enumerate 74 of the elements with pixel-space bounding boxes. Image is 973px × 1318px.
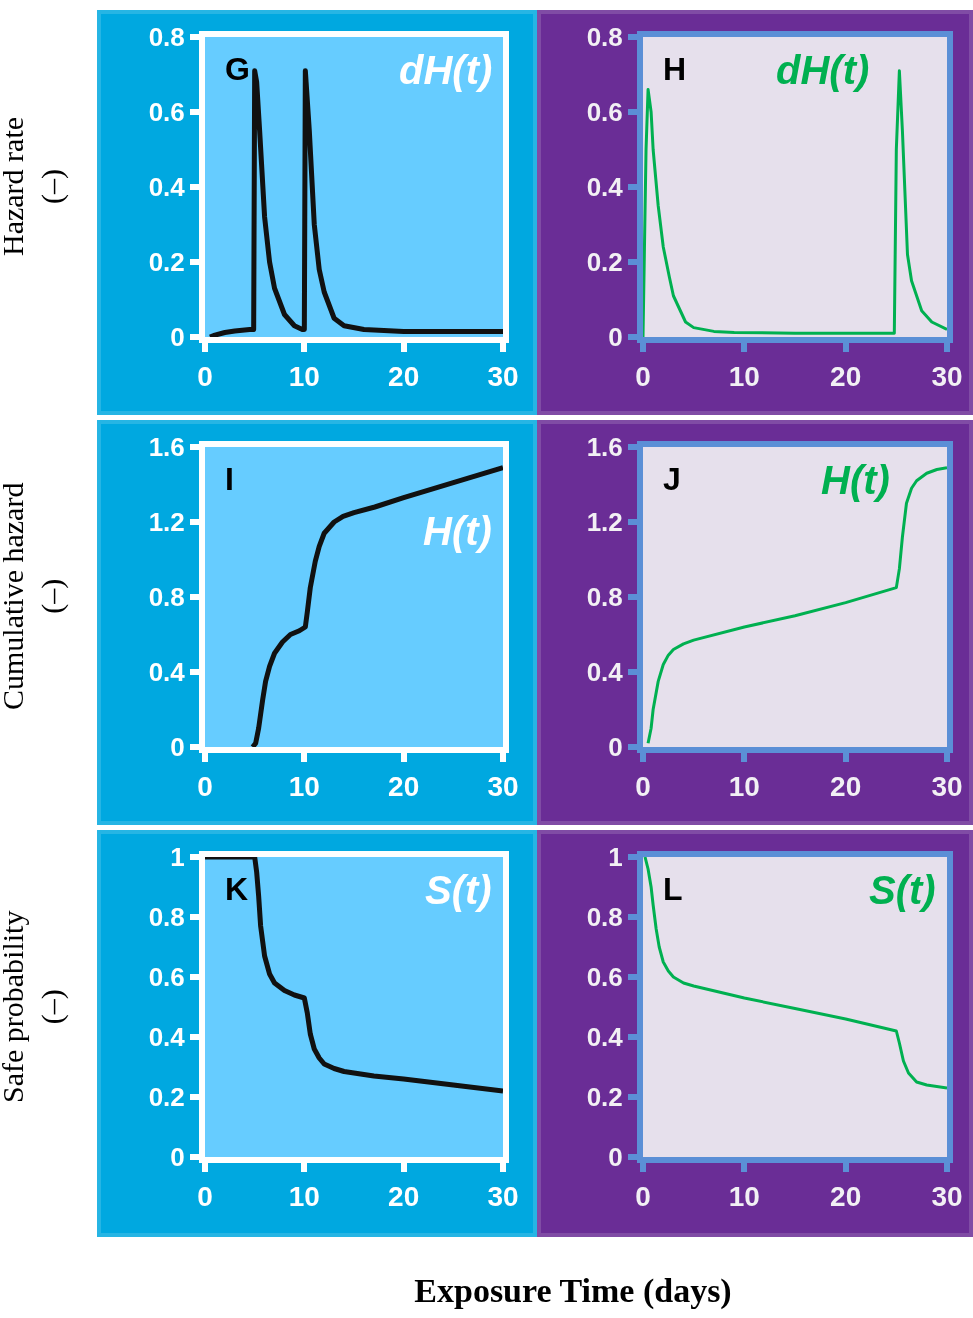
y-tick-label: 0.6: [148, 962, 185, 993]
x-tick-label: 10: [288, 1180, 320, 1212]
chart-title: G: [225, 51, 250, 87]
y-tick-label: 0.8: [586, 22, 623, 53]
x-tick-label: 0: [197, 1180, 213, 1212]
x-tick-label: 10: [728, 1180, 760, 1212]
y-tick-label: 1.6: [148, 432, 185, 463]
x-tick-label: 20: [388, 1180, 420, 1212]
annotation: dH(t): [399, 48, 493, 92]
y-tick-label: 0.4: [148, 172, 186, 203]
x-tick-label: 10: [288, 360, 320, 392]
x-tick-label: 20: [830, 1180, 862, 1212]
y-axis-title: Safe probability (–): [0, 910, 69, 1103]
x-tick-label: 0: [197, 360, 213, 392]
chart-title: I: [225, 461, 234, 497]
y-tick-label: 0.4: [586, 1022, 624, 1053]
y-tick-label: 0.6: [586, 97, 623, 128]
x-tick-label: 30: [487, 770, 519, 802]
annotation: H(t): [821, 458, 890, 502]
chart-title: H: [663, 51, 687, 87]
y-tick-label: 0.8: [148, 582, 185, 613]
y-tick-label: 0.4: [148, 1022, 186, 1053]
annotation: dH(t): [776, 48, 870, 92]
y-tick-label: 0: [170, 322, 185, 353]
annotation: S(t): [869, 868, 936, 912]
y-tick-label: 1.2: [148, 507, 185, 538]
y-tick-label: 0.8: [148, 22, 185, 53]
x-tick-label: 30: [931, 360, 963, 392]
y-tick-label: 0.6: [586, 962, 623, 993]
x-tick-label: 0: [197, 770, 213, 802]
y-tick-label: 0.4: [148, 657, 186, 688]
x-tick-label: 20: [830, 360, 862, 392]
x-tick-label: 30: [931, 1180, 963, 1212]
annotation: S(t): [425, 868, 492, 912]
y-tick-label: 0: [170, 1142, 185, 1173]
y-axis-title: Cumulative hazard (–): [0, 482, 69, 710]
x-tick-label: 30: [487, 360, 519, 392]
x-tick-label: 0: [635, 770, 651, 802]
line-series: [643, 857, 947, 1090]
x-tick-label: 10: [728, 770, 760, 802]
y-tick-label: 1: [170, 842, 185, 873]
y-tick-label: 0: [608, 322, 623, 353]
x-tick-label: 20: [388, 360, 420, 392]
x-tick-label: 30: [487, 1180, 519, 1212]
chart-title: J: [663, 461, 681, 497]
y-tick-label: 0.2: [586, 247, 623, 278]
x-tick-label: 10: [288, 770, 320, 802]
y-tick-label: 0.4: [586, 657, 624, 688]
y-tick-label: 0.8: [586, 582, 623, 613]
y-tick-label: 0.6: [148, 97, 185, 128]
y-tick-label: 0.8: [148, 902, 185, 933]
line-series: [646, 466, 947, 745]
y-tick-label: 1.6: [586, 432, 623, 463]
x-axis-title: Exposure Time (days): [413, 1272, 733, 1310]
x-tick-label: 10: [728, 360, 760, 392]
y-tick-label: 0.2: [586, 1082, 623, 1113]
y-axis-title: Hazard rate (–): [0, 116, 69, 256]
y-tick-label: 0.8: [586, 902, 623, 933]
x-tick-label: 20: [830, 770, 862, 802]
y-tick-label: 1: [608, 842, 623, 873]
chart-title: L: [663, 871, 683, 907]
x-tick-label: 20: [388, 770, 420, 802]
y-tick-label: 0.4: [586, 172, 624, 203]
y-tick-label: 1.2: [586, 507, 623, 538]
chart-title: K: [225, 871, 249, 907]
x-tick-label: 0: [635, 1180, 651, 1212]
x-tick-label: 30: [931, 770, 963, 802]
annotation: H(t): [423, 509, 492, 553]
y-tick-label: 0.2: [148, 1082, 185, 1113]
y-tick-label: 0.2: [148, 247, 185, 278]
y-tick-label: 0: [608, 1142, 623, 1173]
y-tick-label: 0: [170, 732, 185, 763]
x-tick-label: 0: [635, 360, 651, 392]
y-tick-label: 0: [608, 732, 623, 763]
